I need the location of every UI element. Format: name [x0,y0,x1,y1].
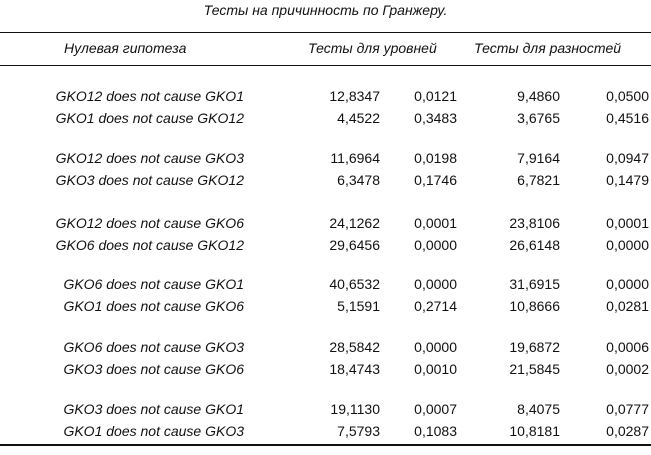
differences-pvalue-cell: 0,0000 [606,237,649,253]
differences-stat-cell: 9,4860 [517,88,560,104]
hypothesis-cell: GKO3 does not cause GKO6 [63,361,244,377]
hypothesis-cell: GKO12 does not cause GKO1 [55,88,244,104]
row-group: GKO12 does not cause GKO3 11,6964 0,0198 7,… [0,150,651,194]
row-group: GKO6 does not cause GKO1 40,6532 0,0000 31,… [0,276,651,320]
header-hypothesis: Нулевая гипотеза [64,40,187,56]
levels-pvalue-cell: 0,0198 [414,150,457,166]
levels-stat-cell: 29,6456 [329,237,380,253]
levels-stat-cell: 11,6964 [330,150,380,166]
differences-stat-cell: 31,6915 [509,276,560,292]
table-row: GKO12 does not cause GKO1 12,8347 0,0121 9,… [0,88,651,110]
differences-stat-cell: 10,8666 [509,298,560,314]
hypothesis-cell: GKO1 does not cause GKO3 [63,423,244,439]
levels-stat-cell: 19,1130 [330,401,380,417]
differences-stat-cell: 7,9164 [517,150,560,166]
levels-pvalue-cell: 0,0000 [414,237,457,253]
levels-pvalue-cell: 0,1746 [414,172,457,188]
levels-pvalue-cell: 0,0121 [414,88,457,104]
levels-pvalue-cell: 0,0001 [414,215,457,231]
hypothesis-cell: GKO3 does not cause GKO12 [55,172,244,188]
hypothesis-cell: GKO12 does not cause GKO3 [55,150,244,166]
differences-stat-cell: 6,7821 [517,172,560,188]
table-title: Тесты на причинность по Гранжеру. [203,2,448,18]
differences-pvalue-cell: 0,0001 [606,215,649,231]
header-rule [0,65,651,66]
levels-stat-cell: 4,4522 [337,110,380,126]
levels-pvalue-cell: 0,2714 [414,298,457,314]
table-row: GKO3 does not cause GKO1 19,1130 0,0007 8,4… [0,401,651,423]
hypothesis-cell: GKO6 does not cause GKO12 [55,237,244,253]
hypothesis-cell: GKO12 does not cause GKO6 [55,215,244,231]
table-row: GKO6 does not cause GKO3 28,5842 0,0000 19,… [0,339,651,361]
header-differences: Тесты для разностей [474,40,622,56]
table-row: GKO12 does not cause GKO3 11,6964 0,0198 7,… [0,150,651,172]
row-group: GKO12 does not cause GKO6 24,1262 0,0001 23… [0,215,651,259]
differences-stat-cell: 3,6765 [517,110,560,126]
hypothesis-cell: GKO6 does not cause GKO3 [63,339,244,355]
differences-pvalue-cell: 0,1479 [606,172,649,188]
differences-stat-cell: 19,6872 [509,339,560,355]
table-row: GKO3 does not cause GKO12 6,3478 0,1746 6,7… [0,172,651,194]
levels-pvalue-cell: 0,0010 [414,361,457,377]
levels-stat-cell: 6,3478 [337,172,380,188]
differences-pvalue-cell: 0,0006 [606,339,649,355]
table-row: GKO3 does not cause GKO6 18,4743 0,0010 21,… [0,361,651,383]
differences-pvalue-cell: 0,0947 [606,150,649,166]
differences-pvalue-cell: 0,0287 [606,423,649,439]
table-row: GKO6 does not cause GKO1 40,6532 0,0000 31,… [0,276,651,298]
differences-stat-cell: 23,8106 [509,215,560,231]
hypothesis-cell: GKO6 does not cause GKO1 [63,276,244,292]
differences-stat-cell: 10,8181 [509,423,560,439]
differences-stat-cell: 26,6148 [509,237,560,253]
levels-stat-cell: 24,1262 [329,215,380,231]
differences-pvalue-cell: 0,0002 [606,361,649,377]
hypothesis-cell: GKO3 does not cause GKO1 [63,401,244,417]
row-group: GKO12 does not cause GKO1 12,8347 0,0121 9,… [0,88,651,132]
hypothesis-cell: GKO1 does not cause GKO6 [63,298,244,314]
table-row: GKO12 does not cause GKO6 24,1262 0,0001 23… [0,215,651,237]
bottom-rule [0,444,651,446]
levels-pvalue-cell: 0,0000 [414,276,457,292]
table-row: GKO6 does not cause GKO12 29,6456 0,0000 26… [0,237,651,259]
levels-pvalue-cell: 0,3483 [414,110,457,126]
differences-pvalue-cell: 0,0281 [606,298,649,314]
differences-stat-cell: 21,5845 [509,361,560,377]
levels-pvalue-cell: 0,0000 [414,339,457,355]
differences-pvalue-cell: 0,0000 [606,276,649,292]
levels-stat-cell: 12,8347 [329,88,380,104]
levels-stat-cell: 28,5842 [329,339,380,355]
differences-pvalue-cell: 0,4516 [606,110,649,126]
levels-pvalue-cell: 0,0007 [414,401,457,417]
levels-stat-cell: 18,4743 [329,361,380,377]
table-row: GKO1 does not cause GKO12 4,4522 0,3483 3,6… [0,110,651,132]
levels-stat-cell: 40,6532 [329,276,380,292]
differences-pvalue-cell: 0,0500 [606,88,649,104]
row-group: GKO3 does not cause GKO1 19,1130 0,0007 8,4… [0,401,651,445]
levels-stat-cell: 7,5793 [337,423,380,439]
table-row: GKO1 does not cause GKO6 5,1591 0,2714 10,8… [0,298,651,320]
row-group: GKO6 does not cause GKO3 28,5842 0,0000 19,… [0,339,651,383]
differences-stat-cell: 8,4075 [517,401,560,417]
differences-pvalue-cell: 0,0777 [606,401,649,417]
levels-pvalue-cell: 0,1083 [414,423,457,439]
top-rule [0,32,651,33]
table-row: GKO1 does not cause GKO3 7,5793 0,1083 10,8… [0,423,651,445]
hypothesis-cell: GKO1 does not cause GKO12 [55,110,244,126]
header-levels: Тесты для уровней [308,40,437,56]
levels-stat-cell: 5,1591 [337,298,380,314]
